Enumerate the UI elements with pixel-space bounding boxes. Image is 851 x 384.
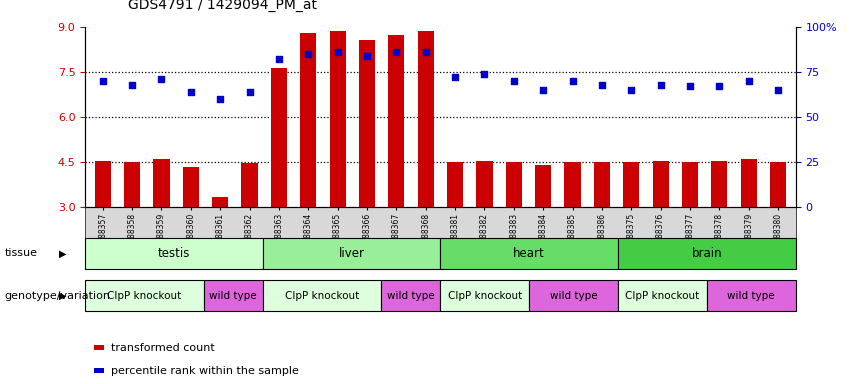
Bar <box>441 238 618 269</box>
Point <box>654 81 667 88</box>
Bar <box>623 162 639 207</box>
Text: transformed count: transformed count <box>111 343 214 353</box>
Point <box>507 78 521 84</box>
Text: GDS4791 / 1429094_PM_at: GDS4791 / 1429094_PM_at <box>128 0 317 12</box>
Point <box>595 81 608 88</box>
Bar <box>770 162 786 207</box>
Bar <box>505 162 522 207</box>
Bar <box>242 163 258 207</box>
Point <box>448 74 462 81</box>
Bar <box>300 33 317 207</box>
Bar <box>124 162 140 207</box>
Bar <box>418 31 434 207</box>
Bar <box>529 280 618 311</box>
Text: testis: testis <box>157 247 190 260</box>
Bar <box>618 280 707 311</box>
Point <box>683 83 697 89</box>
Point <box>243 89 256 95</box>
Bar <box>359 40 375 207</box>
Bar <box>682 162 698 207</box>
Bar <box>263 280 381 311</box>
Bar <box>388 35 404 207</box>
Text: ClpP knockout: ClpP knockout <box>625 291 700 301</box>
Text: wild type: wild type <box>728 291 775 301</box>
Bar <box>447 162 463 207</box>
Point <box>301 51 315 57</box>
Text: ClpP knockout: ClpP knockout <box>107 291 181 301</box>
Bar <box>653 161 669 207</box>
Point <box>184 89 197 95</box>
Point <box>477 71 491 77</box>
Point <box>331 49 345 55</box>
Bar <box>594 162 610 207</box>
Bar <box>153 159 169 207</box>
Point <box>712 83 726 89</box>
Point <box>566 78 580 84</box>
Bar <box>85 280 203 311</box>
Text: ClpP knockout: ClpP knockout <box>285 291 359 301</box>
Bar <box>707 280 796 311</box>
Bar <box>203 280 263 311</box>
Point <box>390 49 403 55</box>
Bar <box>441 280 529 311</box>
Bar <box>535 165 551 207</box>
Text: wild type: wild type <box>387 291 435 301</box>
Text: wild type: wild type <box>209 291 257 301</box>
Point <box>272 56 286 63</box>
Point <box>214 96 227 102</box>
Text: wild type: wild type <box>550 291 597 301</box>
Point <box>155 76 168 82</box>
Bar <box>740 159 757 207</box>
Bar <box>212 197 228 207</box>
Bar <box>85 238 263 269</box>
Point <box>125 81 139 88</box>
Point <box>771 87 785 93</box>
Text: ▶: ▶ <box>60 291 66 301</box>
Text: percentile rank within the sample: percentile rank within the sample <box>111 366 299 376</box>
Point <box>742 78 756 84</box>
Text: genotype/variation: genotype/variation <box>4 291 111 301</box>
Bar <box>271 68 287 207</box>
Text: liver: liver <box>339 247 364 260</box>
Bar <box>183 167 199 207</box>
Point <box>625 87 638 93</box>
Bar <box>263 238 441 269</box>
Text: ▶: ▶ <box>60 248 66 258</box>
Bar <box>329 31 346 207</box>
Bar <box>381 280 441 311</box>
Point <box>536 87 550 93</box>
Bar <box>711 161 728 207</box>
Point <box>96 78 110 84</box>
Point <box>419 49 432 55</box>
Bar <box>94 161 111 207</box>
Text: heart: heart <box>513 247 545 260</box>
Text: ClpP knockout: ClpP knockout <box>448 291 522 301</box>
Text: tissue: tissue <box>4 248 37 258</box>
Bar <box>564 162 580 207</box>
Point <box>360 53 374 59</box>
Bar <box>477 161 493 207</box>
Text: brain: brain <box>692 247 722 260</box>
Bar <box>618 238 796 269</box>
